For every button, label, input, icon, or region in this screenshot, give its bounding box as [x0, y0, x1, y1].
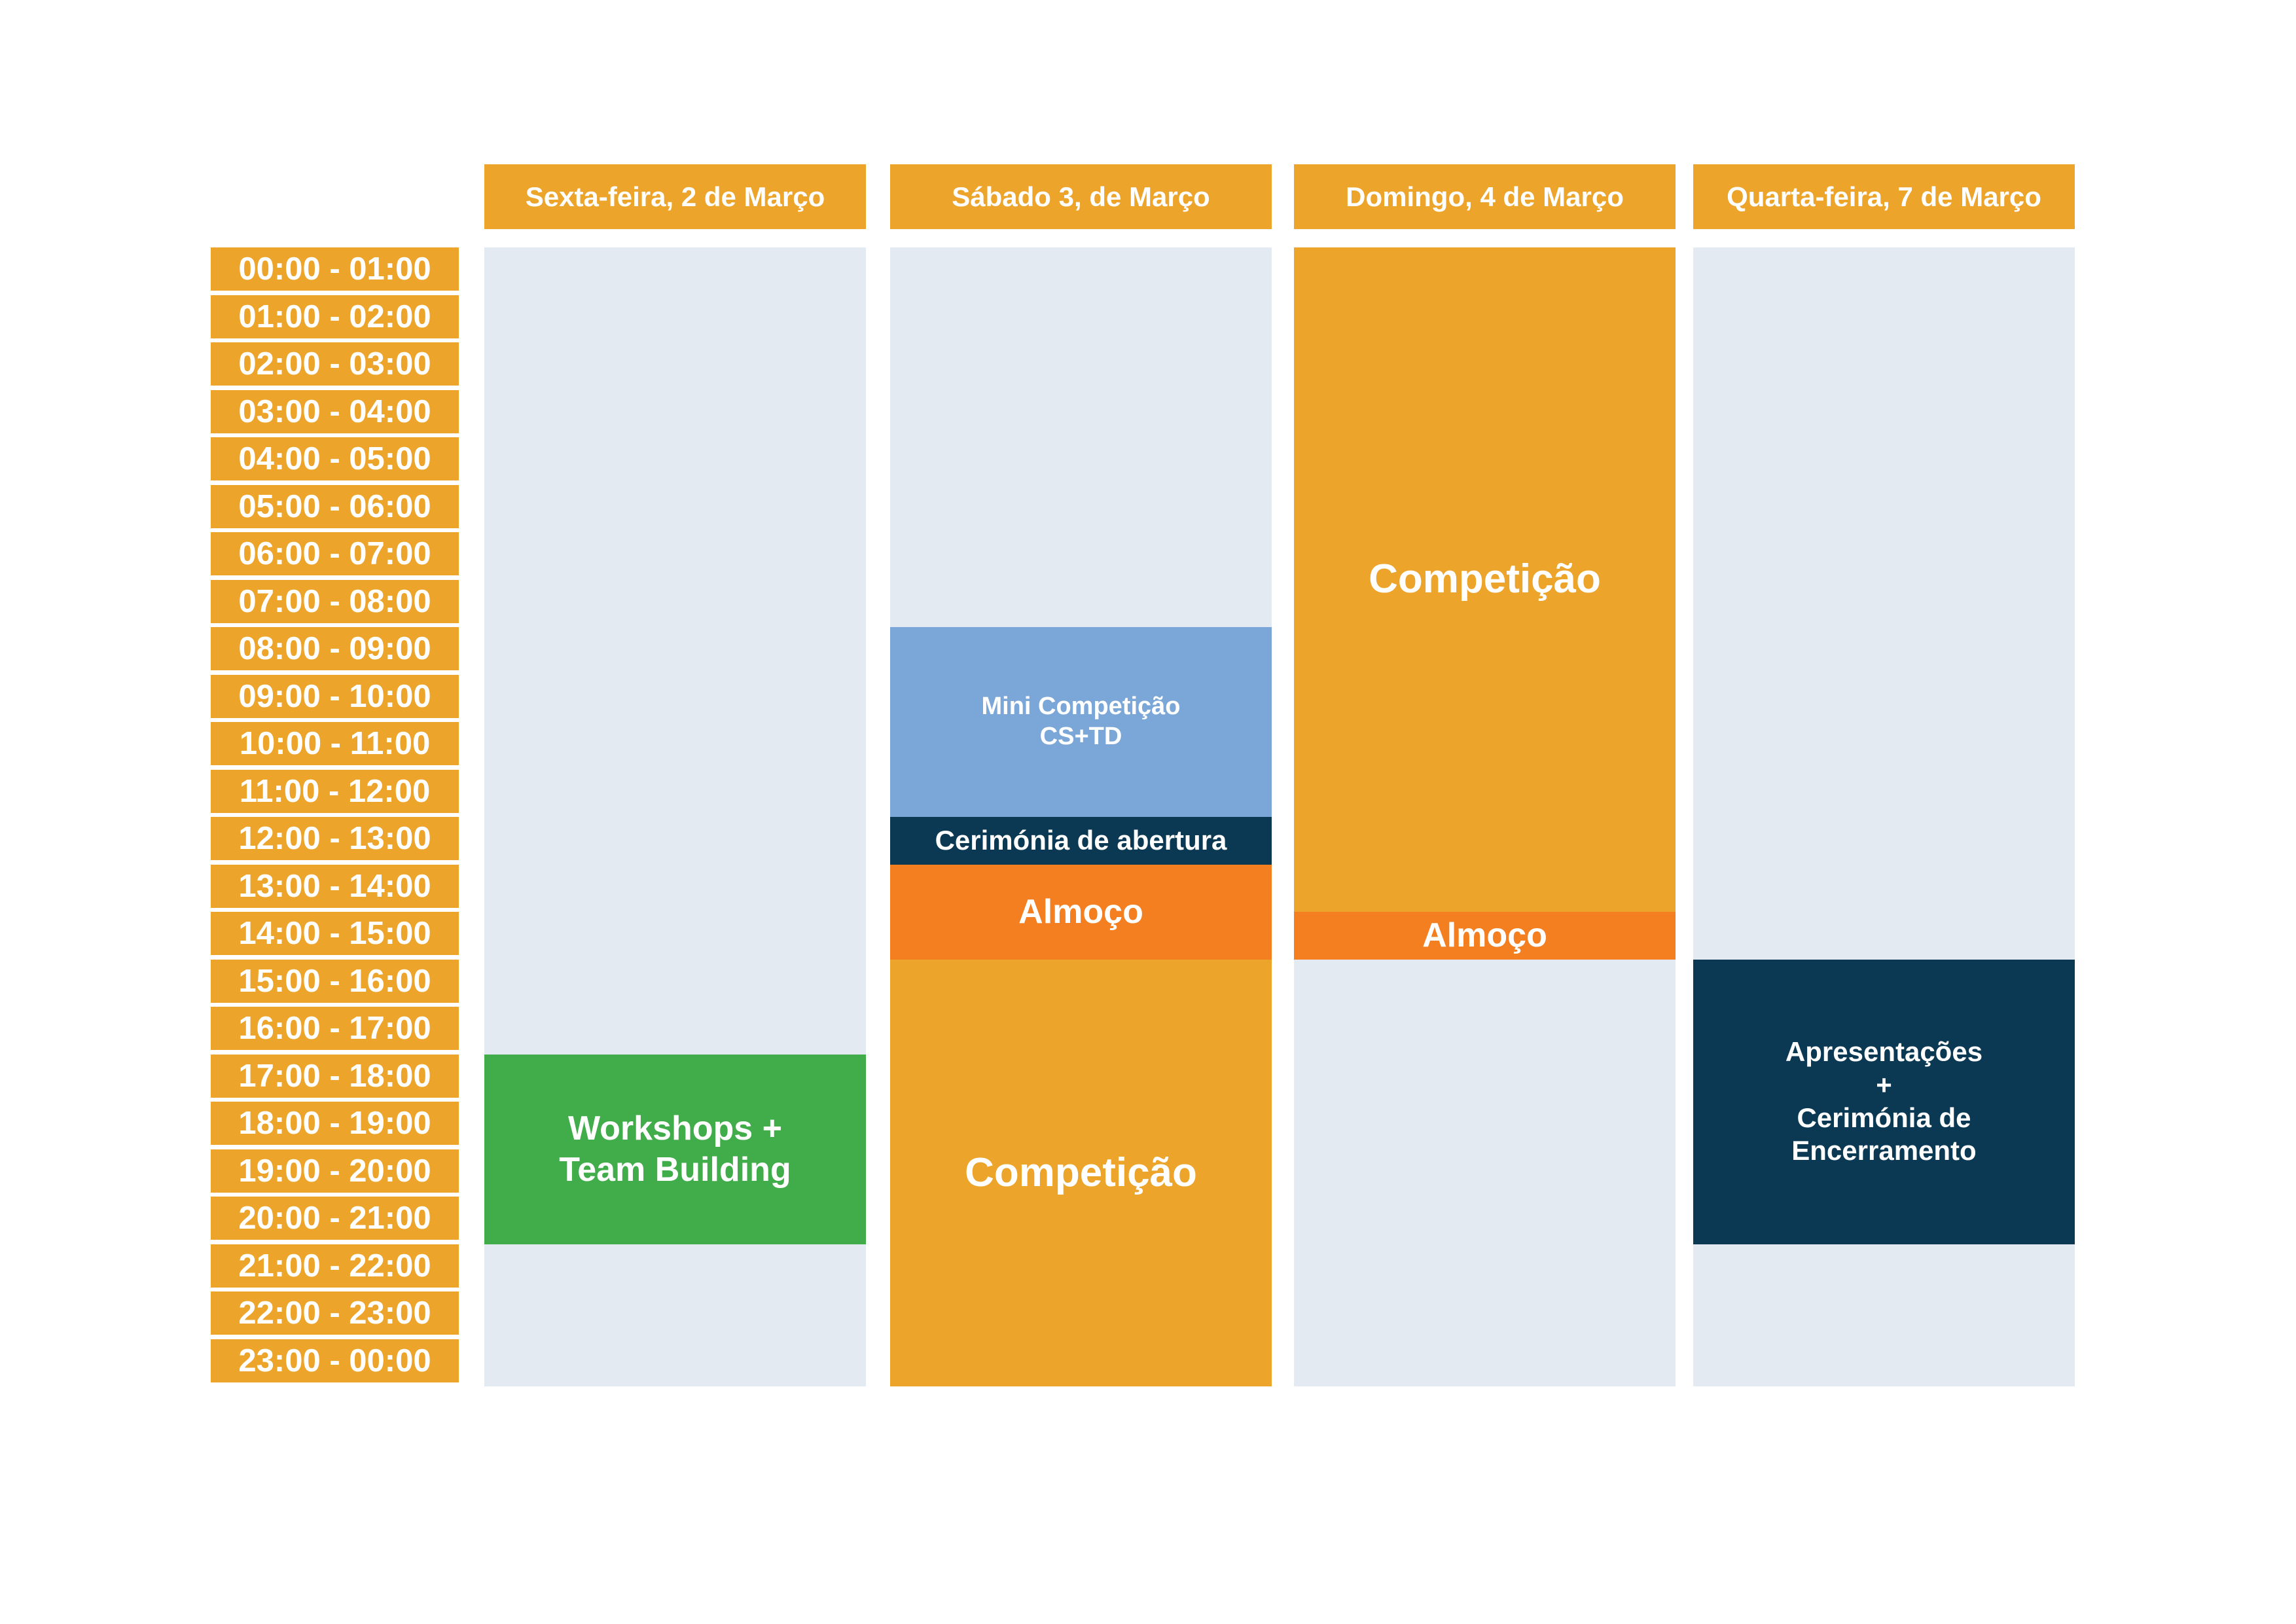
time-slot-label: 06:00 - 07:00 — [211, 532, 459, 575]
event-block: Mini Competição CS+TD — [890, 627, 1272, 817]
time-slot-label: 23:00 - 00:00 — [211, 1339, 459, 1382]
time-slot-label: 09:00 - 10:00 — [211, 674, 459, 718]
event-block: Cerimónia de abertura — [890, 817, 1272, 865]
time-slot-label: 13:00 - 14:00 — [211, 864, 459, 908]
time-slot-label: 11:00 - 12:00 — [211, 769, 459, 813]
time-slot-label: 02:00 - 03:00 — [211, 342, 459, 386]
time-slot-label: 03:00 - 04:00 — [211, 389, 459, 433]
event-block: Competição — [1294, 247, 1676, 912]
time-slot-label: 05:00 - 06:00 — [211, 484, 459, 528]
time-slot-label: 18:00 - 19:00 — [211, 1102, 459, 1145]
time-slot-label: 12:00 - 13:00 — [211, 817, 459, 860]
day-header-1: Sexta-feira, 2 de Março — [484, 164, 866, 229]
time-slot-label: 17:00 - 18:00 — [211, 1054, 459, 1098]
event-block: Almoço — [1294, 912, 1676, 960]
event-block: Competição — [890, 959, 1272, 1386]
event-block: Almoço — [890, 864, 1272, 960]
time-slot-label: 10:00 - 11:00 — [211, 722, 459, 765]
time-slot-label: 16:00 - 17:00 — [211, 1007, 459, 1050]
time-slot-label: 15:00 - 16:00 — [211, 959, 459, 1003]
day-header-2: Sábado 3, de Março — [890, 164, 1272, 229]
time-slot-label: 00:00 - 01:00 — [211, 247, 459, 291]
time-slot-label: 01:00 - 02:00 — [211, 295, 459, 338]
time-slot-label: 21:00 - 22:00 — [211, 1244, 459, 1288]
day-header-4: Quarta-feira, 7 de Março — [1693, 164, 2075, 229]
time-slot-label: 07:00 - 08:00 — [211, 579, 459, 623]
time-slot-label: 20:00 - 21:00 — [211, 1197, 459, 1240]
time-slot-label: 08:00 - 09:00 — [211, 627, 459, 670]
day-header-3: Domingo, 4 de Março — [1294, 164, 1676, 229]
time-slot-label: 04:00 - 05:00 — [211, 437, 459, 480]
event-block: Workshops + Team Building — [484, 1054, 866, 1244]
time-slot-label: 19:00 - 20:00 — [211, 1149, 459, 1193]
event-block: Apresentações + Cerimónia de Encerrament… — [1693, 959, 2075, 1244]
time-slot-label: 14:00 - 15:00 — [211, 912, 459, 955]
time-slot-label: 22:00 - 23:00 — [211, 1291, 459, 1335]
